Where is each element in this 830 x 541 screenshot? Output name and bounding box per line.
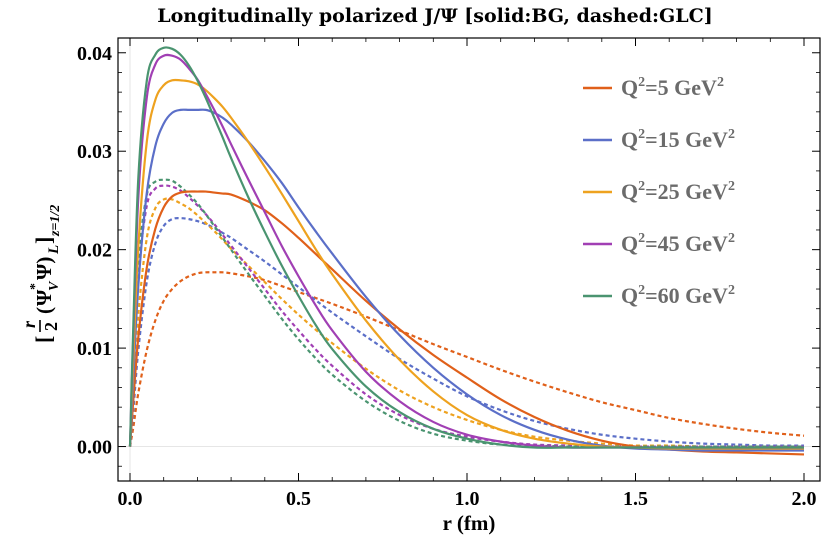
x-tick-label: 1.0 bbox=[455, 488, 480, 510]
y-axis-fraction-denominator: 2 bbox=[41, 322, 61, 331]
y-axis-ticks: 0.00 0.01 0.02 0.03 0.04 bbox=[77, 43, 820, 467]
y-axis-psi-v: Ψ bbox=[32, 289, 56, 306]
y-axis-fraction-numerator: r bbox=[19, 320, 39, 328]
x-tick-label: 2.0 bbox=[792, 488, 817, 510]
y-axis-bracket-open: [ bbox=[31, 336, 56, 343]
y-axis-label: [ r 2 ( Ψ * V Ψ) L ] z=1/2 bbox=[19, 205, 63, 343]
legend-label: Q2=60 GeV2 bbox=[621, 283, 735, 308]
legend-label: Q2=25 GeV2 bbox=[621, 179, 735, 204]
x-tick-label: 1.5 bbox=[623, 488, 648, 510]
dashed-series-line-9 bbox=[128, 178, 805, 448]
legend-label: Q2=15 GeV2 bbox=[621, 127, 735, 152]
y-axis-paren-open: ( bbox=[32, 307, 56, 314]
y-tick-label: 0.03 bbox=[77, 141, 112, 163]
series-layer bbox=[128, 46, 805, 456]
legend-label: Q2=5 GeV2 bbox=[621, 75, 724, 100]
y-axis-sub-v: V bbox=[47, 280, 62, 291]
y-tick-label: 0.04 bbox=[77, 43, 112, 65]
x-axis-label: r (fm) bbox=[443, 511, 496, 535]
x-axis-ticks: 0.0 0.5 1.0 1.5 2.0 bbox=[118, 38, 817, 510]
y-axis-sub-l: L bbox=[46, 245, 62, 255]
dashed-series-line-8 bbox=[128, 184, 805, 448]
plot-frame bbox=[117, 37, 821, 482]
legend-label: Q2=45 GeV2 bbox=[621, 231, 735, 256]
dashed-series-line-5 bbox=[128, 271, 805, 447]
plot-area: 0.0 0.5 1.0 1.5 2.0 0.00 0.01 0.02 0.03 0.04 bbox=[77, 37, 821, 510]
solid-series-line-0 bbox=[128, 190, 805, 456]
y-tick-label: 0.01 bbox=[77, 338, 112, 360]
y-tick-label: 0.02 bbox=[77, 240, 112, 262]
solid-series-line-4 bbox=[128, 46, 804, 449]
legend: Q2=5 GeV2 Q2=15 GeV2 Q2=25 GeV2 Q2=45 GeV2 Q… bbox=[583, 75, 735, 308]
y-axis-bracket-close: ] bbox=[31, 237, 56, 244]
chart-title: Longitudinally polarized J/Ψ [solid:BG, … bbox=[157, 5, 713, 27]
x-tick-label: 0.5 bbox=[286, 488, 311, 510]
x-tick-label: 0.0 bbox=[118, 488, 143, 510]
y-tick-label: 0.00 bbox=[77, 437, 112, 459]
y-axis-star: * bbox=[28, 283, 43, 290]
y-axis-psi: Ψ) bbox=[32, 257, 56, 280]
y-axis-sub-z: z=1/2 bbox=[48, 205, 63, 237]
